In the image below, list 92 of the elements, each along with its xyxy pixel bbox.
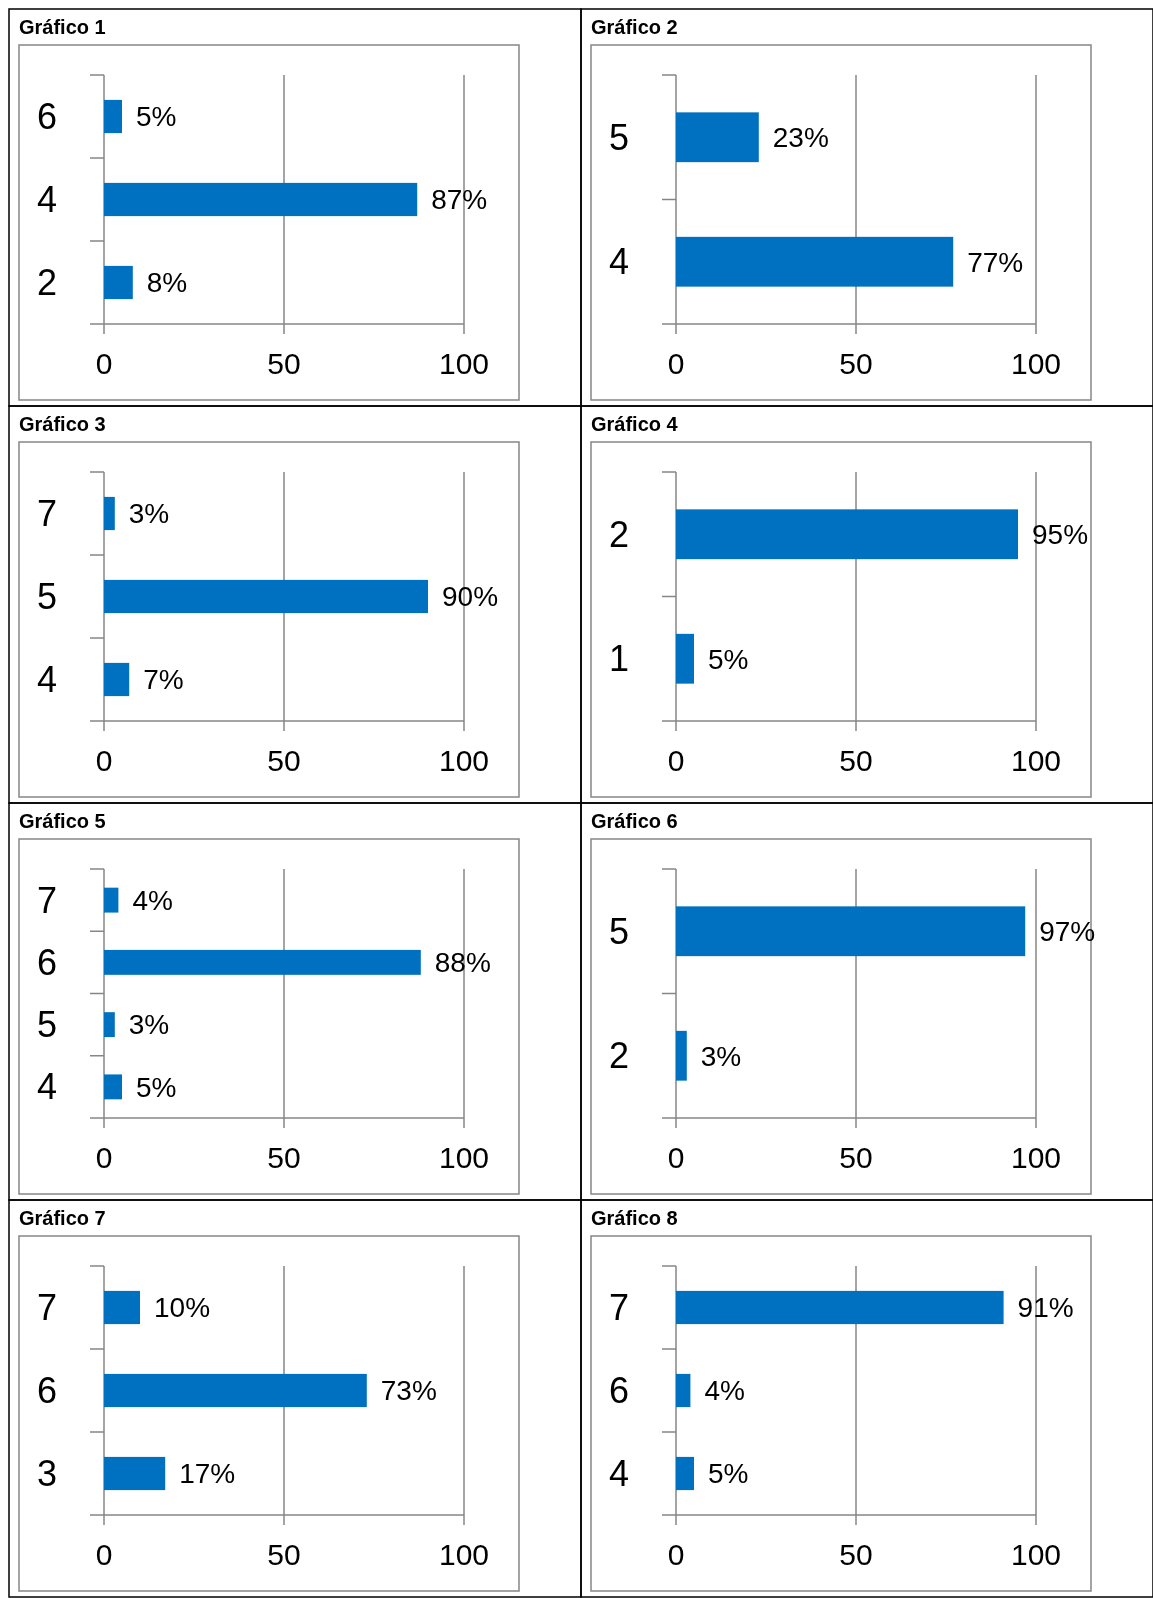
- data-label: 3%: [700, 1040, 742, 1072]
- data-label: 23%: [772, 122, 829, 154]
- chart-title: Gráfico 5: [19, 810, 106, 832]
- chart-title: Gráfico 6: [591, 810, 678, 832]
- y-tick-label: 4: [608, 241, 630, 283]
- bar: [104, 1012, 115, 1038]
- data-label: 3%: [128, 498, 170, 530]
- bar: [676, 1373, 691, 1408]
- bar: [104, 887, 119, 913]
- y-tick-label: 6: [608, 1370, 630, 1412]
- y-tick-label: 1: [608, 638, 630, 680]
- y-tick-label: 2: [36, 262, 58, 304]
- data-label: 4%: [132, 884, 173, 916]
- data-label: 77%: [967, 246, 1024, 278]
- x-tick-label: 100: [438, 1141, 490, 1174]
- chart-title: Gráfico 4: [591, 413, 679, 435]
- x-tick-label: 50: [267, 1141, 301, 1174]
- x-tick-label: 100: [1010, 1141, 1062, 1174]
- chart-title: Gráfico 7: [19, 1207, 106, 1229]
- chart-title: Gráfico 8: [591, 1207, 678, 1229]
- y-tick-label: 5: [36, 1004, 58, 1046]
- y-tick-label: 6: [36, 1370, 58, 1412]
- x-tick-label: 0: [667, 347, 685, 380]
- data-label: 73%: [380, 1375, 437, 1407]
- data-label: 3%: [128, 1009, 170, 1041]
- data-label: 5%: [136, 1071, 177, 1103]
- y-tick-label: 5: [608, 910, 630, 952]
- x-tick-label: 0: [95, 1538, 113, 1571]
- bar: [104, 949, 421, 975]
- data-label: 5%: [708, 643, 749, 675]
- y-tick-label: 4: [36, 179, 58, 221]
- x-tick-label: 100: [1010, 1538, 1062, 1571]
- bar: [104, 1373, 367, 1408]
- x-tick-label: 100: [1010, 744, 1062, 777]
- y-tick-label: 6: [36, 96, 58, 138]
- x-tick-label: 100: [438, 1538, 490, 1571]
- x-tick-label: 50: [839, 1538, 873, 1571]
- bar: [676, 1456, 694, 1491]
- data-label: 7%: [143, 664, 184, 696]
- data-label: 87%: [431, 184, 488, 216]
- data-label: 8%: [146, 267, 188, 299]
- chart-title: Gráfico 1: [19, 16, 106, 38]
- x-tick-label: 0: [667, 1538, 685, 1571]
- y-tick-label: 7: [36, 493, 58, 535]
- bar: [104, 1074, 122, 1100]
- x-tick-label: 100: [438, 347, 490, 380]
- data-label: 5%: [136, 101, 177, 133]
- x-tick-label: 0: [95, 1141, 113, 1174]
- data-label: 91%: [1017, 1292, 1074, 1324]
- x-tick-label: 50: [839, 1141, 873, 1174]
- y-tick-label: 4: [36, 659, 58, 701]
- x-tick-label: 50: [267, 744, 301, 777]
- bar: [104, 579, 428, 614]
- data-label: 97%: [1039, 916, 1096, 948]
- bar: [104, 265, 133, 300]
- y-tick-label: 7: [36, 1287, 58, 1329]
- x-tick-label: 100: [438, 744, 490, 777]
- bar: [104, 662, 130, 697]
- x-tick-label: 100: [1010, 347, 1062, 380]
- y-tick-label: 2: [608, 513, 630, 555]
- y-tick-label: 6: [36, 941, 58, 983]
- x-tick-label: 0: [667, 744, 685, 777]
- bar: [104, 1456, 166, 1491]
- y-tick-label: 3: [36, 1453, 58, 1495]
- x-tick-label: 50: [267, 347, 301, 380]
- bar: [104, 99, 122, 134]
- y-tick-label: 4: [608, 1453, 630, 1495]
- x-tick-label: 0: [95, 347, 113, 380]
- y-tick-label: 2: [608, 1035, 630, 1077]
- data-label: 4%: [704, 1375, 745, 1407]
- y-tick-label: 5: [36, 576, 58, 618]
- x-tick-label: 50: [267, 1538, 301, 1571]
- bar: [676, 1290, 1004, 1325]
- x-tick-label: 50: [839, 744, 873, 777]
- data-label: 88%: [434, 947, 491, 979]
- chart-title: Gráfico 3: [19, 413, 106, 435]
- y-tick-label: 7: [36, 879, 58, 921]
- data-label: 90%: [442, 581, 499, 613]
- bar: [104, 496, 115, 531]
- y-tick-label: 4: [36, 1066, 58, 1108]
- data-label: 10%: [154, 1292, 211, 1324]
- y-tick-label: 7: [608, 1287, 630, 1329]
- data-label: 5%: [708, 1458, 749, 1490]
- bar: [104, 1290, 140, 1325]
- x-tick-label: 0: [667, 1141, 685, 1174]
- data-label: 95%: [1032, 519, 1089, 551]
- x-tick-label: 50: [839, 347, 873, 380]
- data-label: 17%: [179, 1458, 236, 1490]
- y-tick-label: 5: [608, 116, 630, 158]
- x-tick-label: 0: [95, 744, 113, 777]
- chart-title: Gráfico 2: [591, 16, 678, 38]
- bar: [104, 182, 418, 217]
